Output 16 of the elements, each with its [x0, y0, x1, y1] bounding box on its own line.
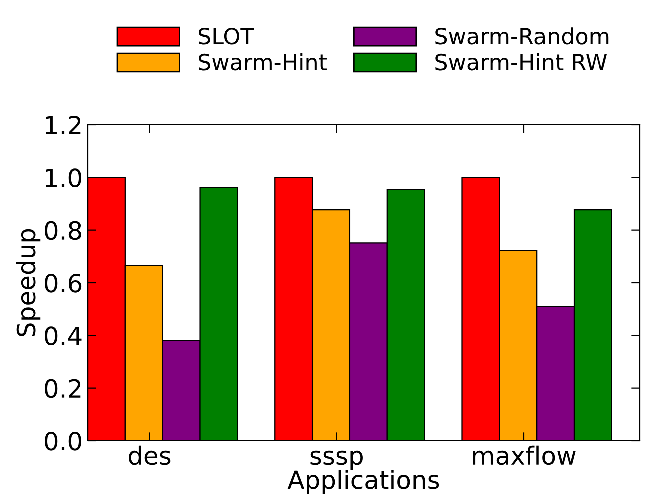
legend-label: SLOT — [198, 28, 254, 45]
y-tick-label: 0.6 — [45, 274, 82, 293]
x-tick-label: des — [128, 446, 171, 466]
y-tick-label: 0.8 — [45, 221, 82, 240]
legend-label: Swarm-Hint — [198, 54, 327, 71]
y-tick-label: 0.4 — [45, 326, 82, 346]
legend-label: Swarm-Random — [436, 28, 609, 45]
x-tick-label: maxflow — [473, 446, 576, 466]
x-tick-label: sssp — [310, 450, 363, 470]
y-tick-label: 0.2 — [45, 379, 81, 398]
y-tick-label: 1.0 — [46, 168, 82, 188]
legend-label: Swarm-Hint RW — [436, 54, 608, 71]
y-tick-label: 0.0 — [45, 432, 82, 451]
y-tick-label: 1.2 — [46, 116, 81, 134]
y-axis-title: Speedup — [16, 229, 41, 336]
x-axis-title: Applications — [288, 470, 440, 494]
